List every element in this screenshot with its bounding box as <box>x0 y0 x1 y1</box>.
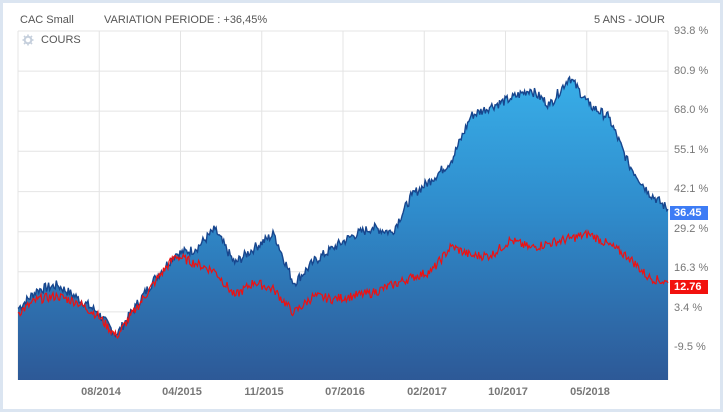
y-tick: 80.9 % <box>674 65 709 77</box>
variation-label: VARIATION PERIODE : +36,45% <box>104 14 268 26</box>
main-series-line <box>17 75 669 338</box>
x-tick: 10/2017 <box>488 386 528 398</box>
x-tick: 11/2015 <box>244 386 284 398</box>
x-tick: 05/2018 <box>570 386 610 398</box>
y-tick: 68.0 % <box>674 104 709 116</box>
x-tick: 08/2014 <box>81 386 121 398</box>
chart-title: CAC Small <box>20 14 74 26</box>
y-tick: 93.8 % <box>674 25 709 37</box>
frame-border-left <box>0 0 3 412</box>
x-tick: 04/2015 <box>162 386 202 398</box>
frame-border-top <box>0 0 723 3</box>
y-tick: 3.4 % <box>674 302 703 314</box>
x-tick: 07/2016 <box>325 386 365 398</box>
y-tick: 55.1 % <box>674 144 709 156</box>
frame-border-bottom <box>0 409 723 412</box>
x-tick: 02/2017 <box>407 386 447 398</box>
compare-value-badge: 12.76 <box>670 280 708 294</box>
gear-icon <box>22 34 34 46</box>
frame-border-right <box>720 0 723 412</box>
y-tick: 42.1 % <box>674 183 709 195</box>
y-tick: 16.3 % <box>674 262 709 274</box>
legend[interactable]: COURS <box>22 34 81 46</box>
main-value-badge: 36.45 <box>670 206 708 220</box>
legend-label: COURS <box>41 34 81 46</box>
compare-series-line <box>17 229 669 340</box>
y-tick: -9.5 % <box>674 341 706 353</box>
y-tick: 29.2 % <box>674 223 709 235</box>
period-selector[interactable]: 5 ANS - JOUR <box>594 14 665 26</box>
main-series-area <box>18 77 668 380</box>
